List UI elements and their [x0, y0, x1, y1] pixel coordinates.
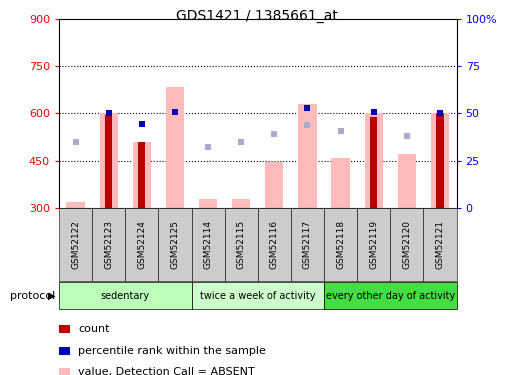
Text: ▶: ▶ [48, 291, 55, 301]
Text: GSM52115: GSM52115 [236, 220, 246, 269]
Bar [431, 113, 449, 208]
Bar [370, 117, 378, 208]
Text: GSM52117: GSM52117 [303, 220, 312, 269]
Text: GSM52123: GSM52123 [104, 220, 113, 269]
Text: GSM52119: GSM52119 [369, 220, 378, 269]
Text: protocol: protocol [10, 291, 55, 301]
Text: GDS1421 / 1385661_at: GDS1421 / 1385661_at [175, 9, 338, 23]
Text: GSM52114: GSM52114 [204, 220, 212, 269]
Text: GSM52116: GSM52116 [270, 220, 279, 269]
Bar [437, 113, 444, 208]
Text: GSM52121: GSM52121 [436, 220, 444, 269]
Text: value, Detection Call = ABSENT: value, Detection Call = ABSENT [78, 368, 255, 375]
Text: GSM52122: GSM52122 [71, 220, 80, 269]
Text: GSM52120: GSM52120 [402, 220, 411, 269]
Bar [232, 199, 250, 208]
Bar [105, 115, 112, 208]
Bar [299, 104, 317, 208]
Bar [67, 202, 85, 208]
Bar [331, 158, 350, 208]
Bar [398, 154, 416, 208]
Text: sedentary: sedentary [101, 291, 150, 301]
Text: GSM52124: GSM52124 [137, 220, 146, 269]
Bar [133, 142, 151, 208]
Bar [365, 113, 383, 208]
Bar [100, 113, 118, 208]
Bar [138, 142, 146, 208]
Text: GSM52118: GSM52118 [336, 220, 345, 269]
Bar [265, 162, 284, 208]
Bar [166, 87, 184, 208]
Text: count: count [78, 324, 109, 334]
Text: percentile rank within the sample: percentile rank within the sample [78, 346, 266, 355]
Text: GSM52125: GSM52125 [170, 220, 180, 269]
Bar [199, 199, 217, 208]
Text: twice a week of activity: twice a week of activity [200, 291, 315, 301]
Text: every other day of activity: every other day of activity [326, 291, 455, 301]
